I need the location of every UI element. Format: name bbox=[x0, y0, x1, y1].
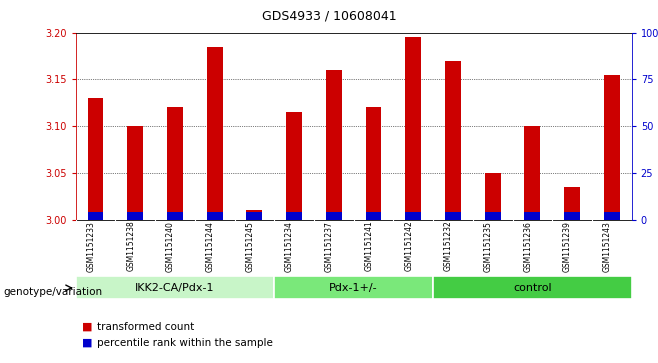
Text: IKK2-CA/Pdx-1: IKK2-CA/Pdx-1 bbox=[135, 283, 215, 293]
Bar bbox=[127, 126, 143, 220]
Text: GSM1151243: GSM1151243 bbox=[603, 221, 612, 272]
Text: GSM1151239: GSM1151239 bbox=[563, 221, 572, 272]
Text: control: control bbox=[513, 283, 551, 293]
Text: genotype/variation: genotype/variation bbox=[3, 287, 103, 297]
Bar bbox=[247, 212, 263, 220]
Bar bbox=[76, 276, 274, 299]
Bar bbox=[88, 212, 103, 220]
Bar bbox=[207, 47, 222, 220]
Text: GSM1151234: GSM1151234 bbox=[285, 221, 294, 272]
Bar bbox=[326, 212, 342, 220]
Text: GSM1151245: GSM1151245 bbox=[245, 221, 255, 272]
Bar bbox=[485, 212, 501, 220]
Bar bbox=[366, 212, 382, 220]
Bar bbox=[564, 212, 580, 220]
Bar bbox=[274, 276, 433, 299]
Text: ■: ■ bbox=[82, 322, 93, 332]
Text: GSM1151244: GSM1151244 bbox=[206, 221, 215, 272]
Bar bbox=[405, 37, 421, 220]
Bar bbox=[524, 126, 540, 220]
Bar bbox=[445, 61, 461, 220]
Text: percentile rank within the sample: percentile rank within the sample bbox=[97, 338, 273, 348]
Bar bbox=[604, 212, 620, 220]
Bar bbox=[524, 212, 540, 220]
Text: Pdx-1+/-: Pdx-1+/- bbox=[330, 283, 378, 293]
Text: GSM1151238: GSM1151238 bbox=[126, 221, 136, 272]
Text: GDS4933 / 10608041: GDS4933 / 10608041 bbox=[262, 9, 396, 22]
Bar bbox=[485, 173, 501, 220]
Bar bbox=[405, 212, 421, 220]
Bar bbox=[167, 212, 183, 220]
Bar bbox=[564, 187, 580, 220]
Text: ■: ■ bbox=[82, 338, 93, 348]
Text: GSM1151240: GSM1151240 bbox=[166, 221, 175, 272]
Bar bbox=[286, 112, 302, 220]
Bar bbox=[207, 212, 222, 220]
Bar bbox=[88, 98, 103, 220]
Text: GSM1151241: GSM1151241 bbox=[365, 221, 374, 272]
Text: GSM1151242: GSM1151242 bbox=[404, 221, 413, 272]
Bar bbox=[366, 107, 382, 220]
Text: GSM1151233: GSM1151233 bbox=[87, 221, 95, 272]
Bar bbox=[247, 210, 263, 220]
Text: GSM1151236: GSM1151236 bbox=[523, 221, 532, 272]
Bar bbox=[445, 212, 461, 220]
Bar bbox=[433, 276, 632, 299]
Bar bbox=[127, 212, 143, 220]
Bar bbox=[286, 212, 302, 220]
Bar bbox=[326, 70, 342, 220]
Bar bbox=[167, 107, 183, 220]
Text: GSM1151232: GSM1151232 bbox=[444, 221, 453, 272]
Text: transformed count: transformed count bbox=[97, 322, 195, 332]
Text: GSM1151235: GSM1151235 bbox=[484, 221, 493, 272]
Bar bbox=[604, 75, 620, 220]
Text: GSM1151237: GSM1151237 bbox=[325, 221, 334, 272]
